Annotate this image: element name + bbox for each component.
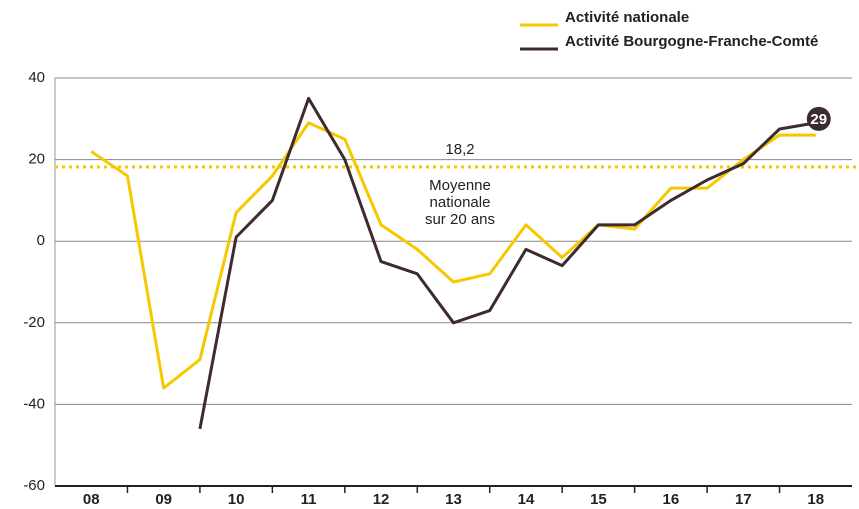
legend-label: Activité nationale [565, 9, 689, 26]
series-line [198, 96, 817, 430]
x-tick-label: 11 [301, 491, 317, 508]
y-tick-label: 40 [28, 69, 45, 86]
annotation: sur 20 ans [425, 211, 495, 228]
x-tick-label: 08 [83, 491, 100, 508]
x-tick-label: 17 [735, 491, 752, 508]
x-tick-label: 10 [228, 491, 245, 508]
y-tick-label: -60 [23, 477, 45, 494]
y-tick-label: 20 [28, 151, 45, 168]
x-tick-label: 16 [663, 491, 680, 508]
x-tick-label: 18 [807, 491, 824, 508]
legend-label: Activité Bourgogne-Franche-Comté [565, 33, 818, 50]
end-badge [806, 106, 831, 131]
end-label: 29 [810, 111, 827, 128]
annotation: Moyenne [429, 177, 491, 194]
x-tick-label: 15 [590, 491, 607, 508]
y-tick-label: 0 [37, 232, 45, 249]
y-tick-label: -20 [23, 314, 45, 331]
x-tick-label: 09 [155, 491, 172, 508]
series-line [90, 121, 816, 390]
annotation: nationale [430, 194, 491, 211]
y-tick-label: -40 [23, 395, 45, 412]
reference-label: 18,2 [445, 141, 474, 158]
x-tick-label: 14 [518, 491, 535, 508]
x-tick-label: 13 [445, 491, 462, 508]
x-tick-label: 12 [373, 491, 390, 508]
